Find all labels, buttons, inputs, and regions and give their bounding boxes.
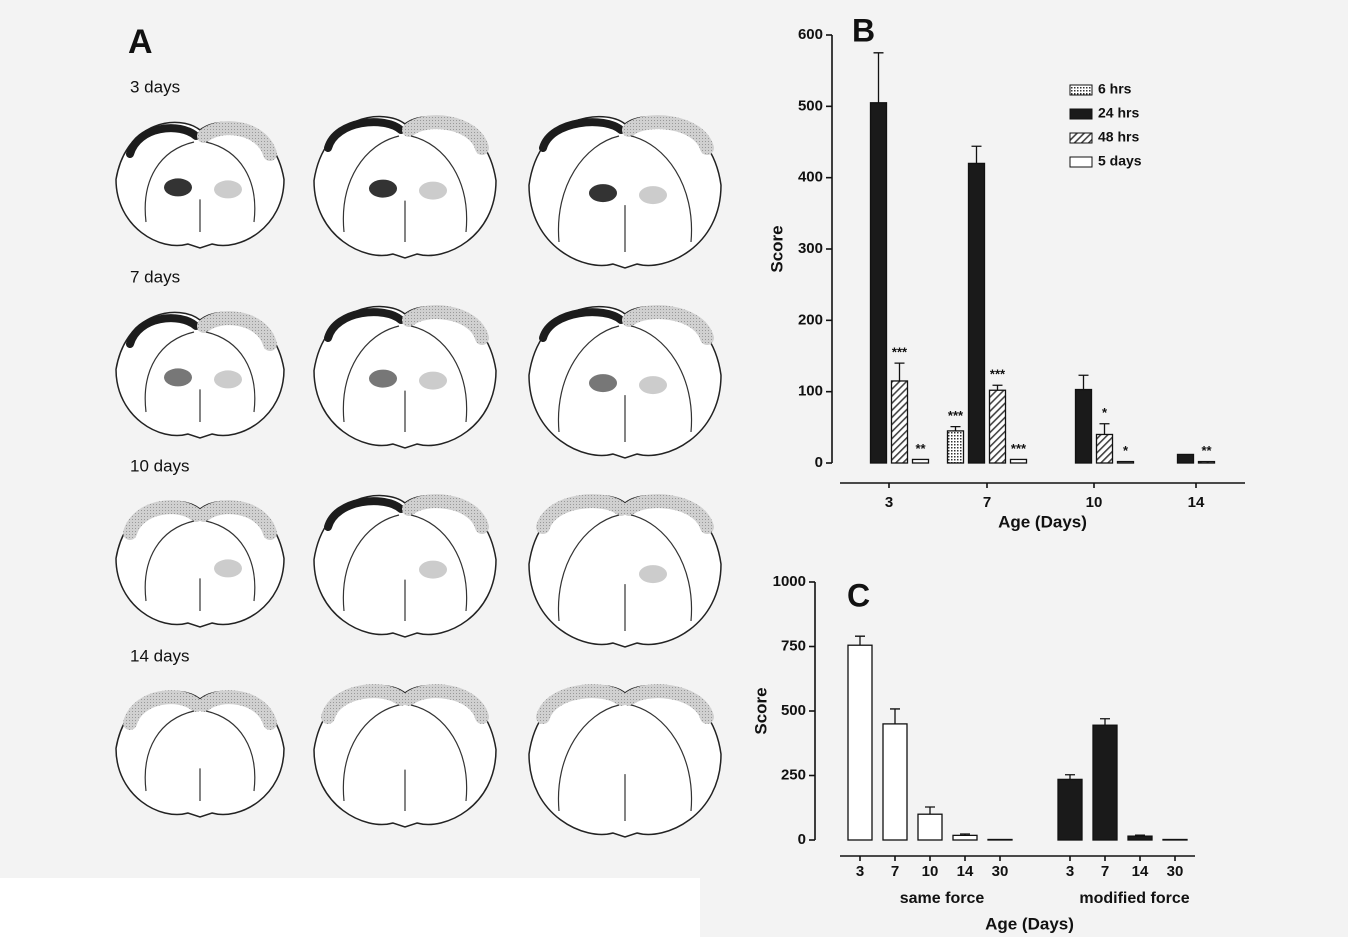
- lesion: [639, 186, 667, 204]
- background-cut: [0, 878, 700, 937]
- lesion: [589, 184, 617, 202]
- significance-label: ***: [990, 367, 1006, 382]
- x-axis-label: Age (Days): [998, 512, 1087, 531]
- lesion: [164, 178, 192, 196]
- row-label: 7 days: [130, 267, 180, 286]
- bar: [1128, 836, 1152, 840]
- legend-label: 48 hrs: [1098, 129, 1139, 145]
- lesion: [589, 374, 617, 392]
- x-tick-label: 14: [957, 863, 974, 880]
- x-tick-label: 7: [983, 494, 991, 511]
- panel-label: A: [128, 23, 153, 61]
- bar: [1076, 390, 1092, 463]
- y-tick-label: 0: [815, 454, 823, 471]
- lesion: [369, 180, 397, 198]
- significance-label: ***: [948, 408, 964, 423]
- bar: [883, 724, 907, 840]
- bar: [1097, 434, 1113, 463]
- row-label: 10 days: [130, 456, 190, 475]
- y-tick-label: 500: [781, 702, 806, 719]
- y-tick-label: 600: [798, 26, 823, 43]
- group-label: same force: [900, 890, 985, 907]
- legend-label: 24 hrs: [1098, 105, 1139, 121]
- x-tick-label: 10: [1086, 494, 1103, 511]
- y-tick-label: 750: [781, 637, 806, 654]
- x-tick-label: 14: [1132, 863, 1149, 880]
- x-tick-label: 30: [1167, 863, 1184, 880]
- bar: [1058, 779, 1082, 840]
- x-tick-label: 3: [885, 494, 893, 511]
- bar: [953, 835, 977, 840]
- lesion: [164, 368, 192, 386]
- y-tick-label: 200: [798, 311, 823, 328]
- y-tick-label: 400: [798, 169, 823, 186]
- panel-label: C: [847, 577, 870, 613]
- bar: [918, 814, 942, 840]
- bar: [1163, 839, 1187, 840]
- row-label: 3 days: [130, 77, 180, 96]
- bar: [1093, 725, 1117, 840]
- significance-label: ***: [1011, 441, 1027, 456]
- x-tick-label: 30: [992, 863, 1009, 880]
- figure: A 3 days7 days10 days14 daysB01002003004…: [0, 0, 1348, 937]
- significance-label: ***: [892, 345, 908, 360]
- lesion: [214, 559, 242, 577]
- significance-label: **: [915, 441, 926, 456]
- x-tick-label: 7: [891, 863, 899, 880]
- panel-label: B: [852, 12, 875, 48]
- bar: [969, 163, 985, 463]
- lesion: [639, 376, 667, 394]
- legend-swatch: [1070, 109, 1092, 119]
- lesion: [369, 370, 397, 388]
- x-tick-label: 7: [1101, 863, 1109, 880]
- x-axis-label: Age (Days): [985, 914, 1074, 933]
- bar: [988, 839, 1012, 840]
- legend-swatch: [1070, 85, 1092, 95]
- bar: [871, 103, 887, 463]
- row-label: 14 days: [130, 646, 190, 665]
- bar: [990, 390, 1006, 463]
- x-tick-label: 3: [1066, 863, 1074, 880]
- x-tick-label: 10: [922, 863, 939, 880]
- y-axis-label: Score: [751, 687, 770, 734]
- bar: [1178, 454, 1194, 463]
- y-tick-label: 300: [798, 240, 823, 257]
- legend-label: 6 hrs: [1098, 81, 1132, 97]
- group-label: modified force: [1079, 890, 1189, 907]
- legend-label: 5 days: [1098, 153, 1142, 169]
- lesion: [419, 182, 447, 200]
- significance-label: **: [1201, 443, 1212, 458]
- bar: [948, 431, 964, 463]
- y-tick-label: 500: [798, 97, 823, 114]
- bar: [1118, 462, 1134, 463]
- y-tick-label: 0: [798, 831, 806, 848]
- bar: [892, 381, 908, 463]
- lesion: [419, 561, 447, 579]
- x-tick-label: 14: [1188, 494, 1205, 511]
- bar: [913, 459, 929, 463]
- legend-swatch: [1070, 157, 1092, 167]
- y-tick-label: 100: [798, 383, 823, 400]
- y-tick-label: 250: [781, 766, 806, 783]
- lesion: [214, 180, 242, 198]
- legend-swatch: [1070, 133, 1092, 143]
- x-tick-label: 3: [856, 863, 864, 880]
- y-tick-label: 1000: [773, 573, 806, 590]
- lesion: [639, 565, 667, 583]
- bar: [1199, 462, 1215, 463]
- bar: [1011, 459, 1027, 463]
- y-axis-label: Score: [767, 225, 786, 272]
- bar: [848, 645, 872, 840]
- lesion: [214, 370, 242, 388]
- lesion: [419, 372, 447, 390]
